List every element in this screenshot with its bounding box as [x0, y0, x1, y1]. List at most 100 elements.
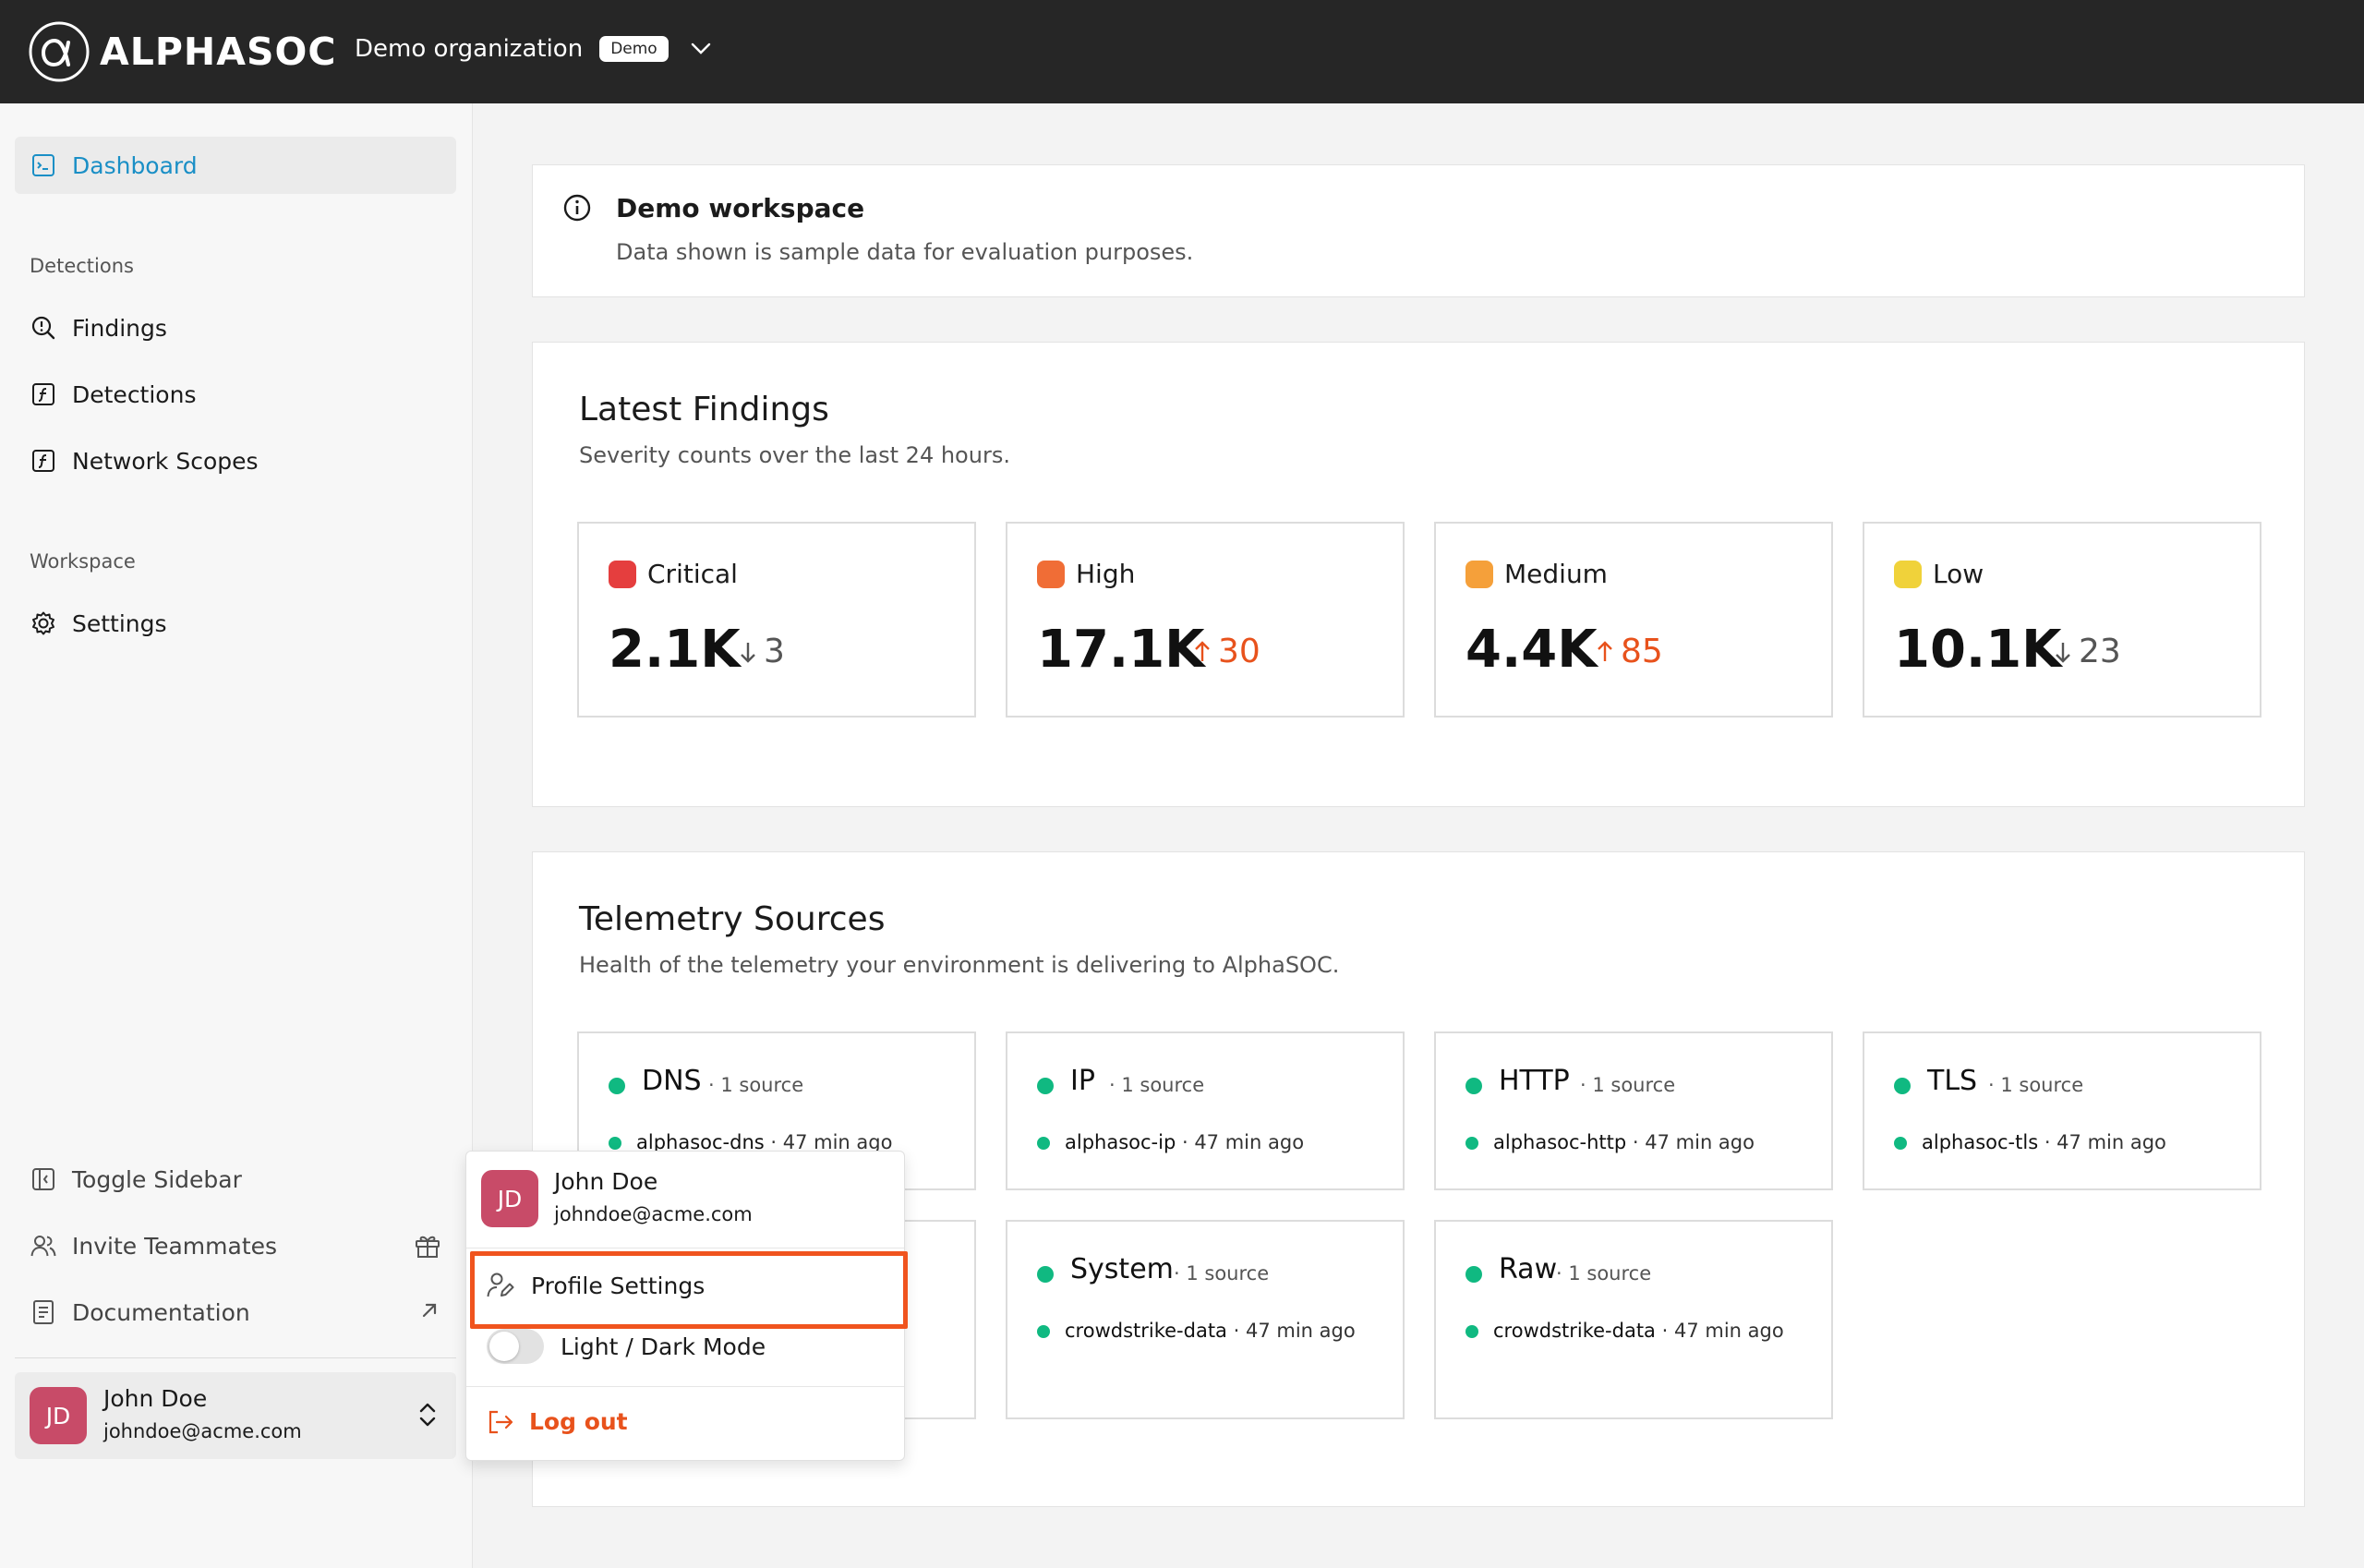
avatar: JD: [30, 1387, 87, 1444]
menu-divider: [466, 1386, 904, 1387]
findings-icon: [30, 314, 57, 342]
brand-name: ALPHASOC: [100, 30, 337, 74]
severity-delta: 3: [738, 633, 785, 670]
profile-settings-menu-item[interactable]: Profile Settings: [487, 1272, 705, 1299]
section-label-detections: Detections: [30, 255, 134, 277]
severity-card-critical[interactable]: Critical 2.1K 3: [577, 522, 976, 718]
severity-label: Critical: [647, 559, 738, 589]
org-badge: Demo: [599, 36, 669, 62]
telemetry-name: System: [1070, 1253, 1174, 1285]
severity-label: Medium: [1504, 559, 1608, 589]
section-label-workspace: Workspace: [30, 550, 136, 573]
brand-logo[interactable]: ALPHASOC: [28, 20, 336, 83]
severity-delta-value: 3: [764, 633, 785, 670]
info-icon: [563, 194, 591, 222]
document-icon: [30, 1298, 57, 1326]
sidebar-item-label: Invite Teammates: [72, 1232, 278, 1260]
severity-label: Low: [1933, 559, 1984, 589]
sidebar-item-label: Settings: [72, 609, 167, 637]
user-menu-trigger[interactable]: JD John Doe johndoe@acme.com: [15, 1372, 456, 1459]
chevron-up-down-icon: [419, 1403, 436, 1427]
severity-delta: 85: [1595, 633, 1663, 670]
severity-card-medium[interactable]: Medium 4.4K 85: [1434, 522, 1833, 718]
sidebar: Dashboard Detections Findings Detections…: [0, 103, 473, 1568]
telemetry-name: TLS: [1927, 1065, 1978, 1097]
external-link-icon: [417, 1298, 441, 1322]
theme-toggle-menu-item[interactable]: Light / Dark Mode: [487, 1329, 766, 1364]
severity-count: 10.1K: [1894, 620, 2062, 680]
status-dot: [1037, 1078, 1054, 1094]
telemetry-card-http[interactable]: HTTP · 1 source alphasoc-http · 47 min a…: [1434, 1031, 1833, 1190]
telemetry-source-count: · 1 source: [1988, 1074, 2084, 1096]
documentation-link[interactable]: Documentation: [15, 1284, 456, 1341]
section-subtitle: Health of the telemetry your environment…: [579, 952, 1340, 978]
status-dot: [1894, 1137, 1907, 1150]
section-title: Telemetry Sources: [579, 900, 886, 938]
status-dot: [1465, 1078, 1482, 1094]
logout-icon: [488, 1410, 513, 1433]
gift-icon: [414, 1232, 441, 1260]
sidebar-item-detections[interactable]: Detections: [15, 366, 456, 423]
latest-findings-card: Latest Findings Severity counts over the…: [532, 342, 2305, 807]
invite-teammates-button[interactable]: Invite Teammates: [15, 1217, 456, 1274]
telemetry-name: HTTP: [1499, 1065, 1570, 1097]
users-icon: [30, 1232, 57, 1260]
arrow-down-icon: [741, 642, 755, 663]
sidebar-item-label: Toggle Sidebar: [72, 1165, 242, 1193]
telemetry-source: crowdstrike-data · 47 min ago: [1493, 1320, 1784, 1342]
telemetry-card-raw[interactable]: Raw · 1 source crowdstrike-data · 47 min…: [1434, 1220, 1833, 1419]
status-dot: [1465, 1137, 1478, 1150]
banner-text: Data shown is sample data for evaluation…: [616, 239, 1194, 265]
severity-count: 2.1K: [609, 620, 741, 680]
toggle-sidebar-button[interactable]: Toggle Sidebar: [15, 1151, 456, 1208]
telemetry-card-tls[interactable]: TLS · 1 source alphasoc-tls · 47 min ago: [1863, 1031, 2261, 1190]
telemetry-source-count: · 1 source: [1556, 1262, 1652, 1285]
severity-delta: 30: [1192, 633, 1260, 670]
telemetry-source-count: · 1 source: [708, 1074, 804, 1096]
telemetry-source: crowdstrike-data · 47 min ago: [1065, 1320, 1356, 1342]
gear-icon: [30, 609, 57, 637]
banner-title: Demo workspace: [616, 193, 865, 223]
medium-severity-icon: [1465, 561, 1493, 588]
function-icon: [30, 447, 57, 475]
severity-count: 4.4K: [1465, 620, 1598, 680]
section-title: Latest Findings: [579, 391, 829, 428]
toggle-knob: [489, 1332, 519, 1361]
sidebar-item-network-scopes[interactable]: Network Scopes: [15, 432, 456, 489]
top-bar: ALPHASOC Demo organization Demo: [0, 0, 2364, 103]
org-switcher[interactable]: Demo organization Demo: [355, 35, 711, 63]
severity-delta-value: 85: [1621, 633, 1663, 670]
arrow-up-icon: [1195, 640, 1210, 661]
status-dot: [1037, 1325, 1050, 1338]
telemetry-card-system[interactable]: System · 1 source crowdstrike-data · 47 …: [1006, 1220, 1405, 1419]
sidebar-toggle-icon: [30, 1165, 57, 1193]
telemetry-source: alphasoc-tls · 47 min ago: [1922, 1131, 2166, 1153]
alpha-logo-icon: [29, 21, 90, 82]
sidebar-item-findings[interactable]: Findings: [15, 299, 456, 356]
telemetry-card-ip[interactable]: IP · 1 source alphasoc-ip · 47 min ago: [1006, 1031, 1405, 1190]
sidebar-item-settings[interactable]: Settings: [15, 595, 456, 652]
status-dot: [1465, 1325, 1478, 1338]
sidebar-divider: [15, 1357, 456, 1358]
telemetry-source: alphasoc-ip · 47 min ago: [1065, 1131, 1305, 1153]
telemetry-source-count: · 1 source: [1174, 1262, 1270, 1285]
user-edit-icon: [487, 1272, 514, 1297]
dashboard-icon: [30, 151, 57, 179]
critical-severity-icon: [609, 561, 636, 588]
severity-label: High: [1076, 559, 1136, 589]
sidebar-item-dashboard[interactable]: Dashboard: [15, 137, 456, 194]
severity-card-high[interactable]: High 17.1K 30: [1006, 522, 1405, 718]
menu-item-label: Log out: [529, 1408, 628, 1435]
sidebar-item-label: Dashboard: [72, 151, 198, 179]
sidebar-item-label: Documentation: [72, 1298, 250, 1326]
status-dot: [1465, 1266, 1482, 1283]
severity-delta-value: 30: [1218, 633, 1260, 670]
user-email: johndoe@acme.com: [103, 1420, 302, 1442]
menu-user-email: johndoe@acme.com: [554, 1203, 753, 1225]
severity-card-low[interactable]: Low 10.1K 23: [1863, 522, 2261, 718]
sidebar-item-label: Findings: [72, 314, 167, 342]
user-name: John Doe: [103, 1385, 208, 1412]
theme-toggle-switch[interactable]: [487, 1329, 544, 1364]
telemetry-name: Raw: [1499, 1253, 1558, 1285]
logout-menu-item[interactable]: Log out: [487, 1408, 628, 1435]
